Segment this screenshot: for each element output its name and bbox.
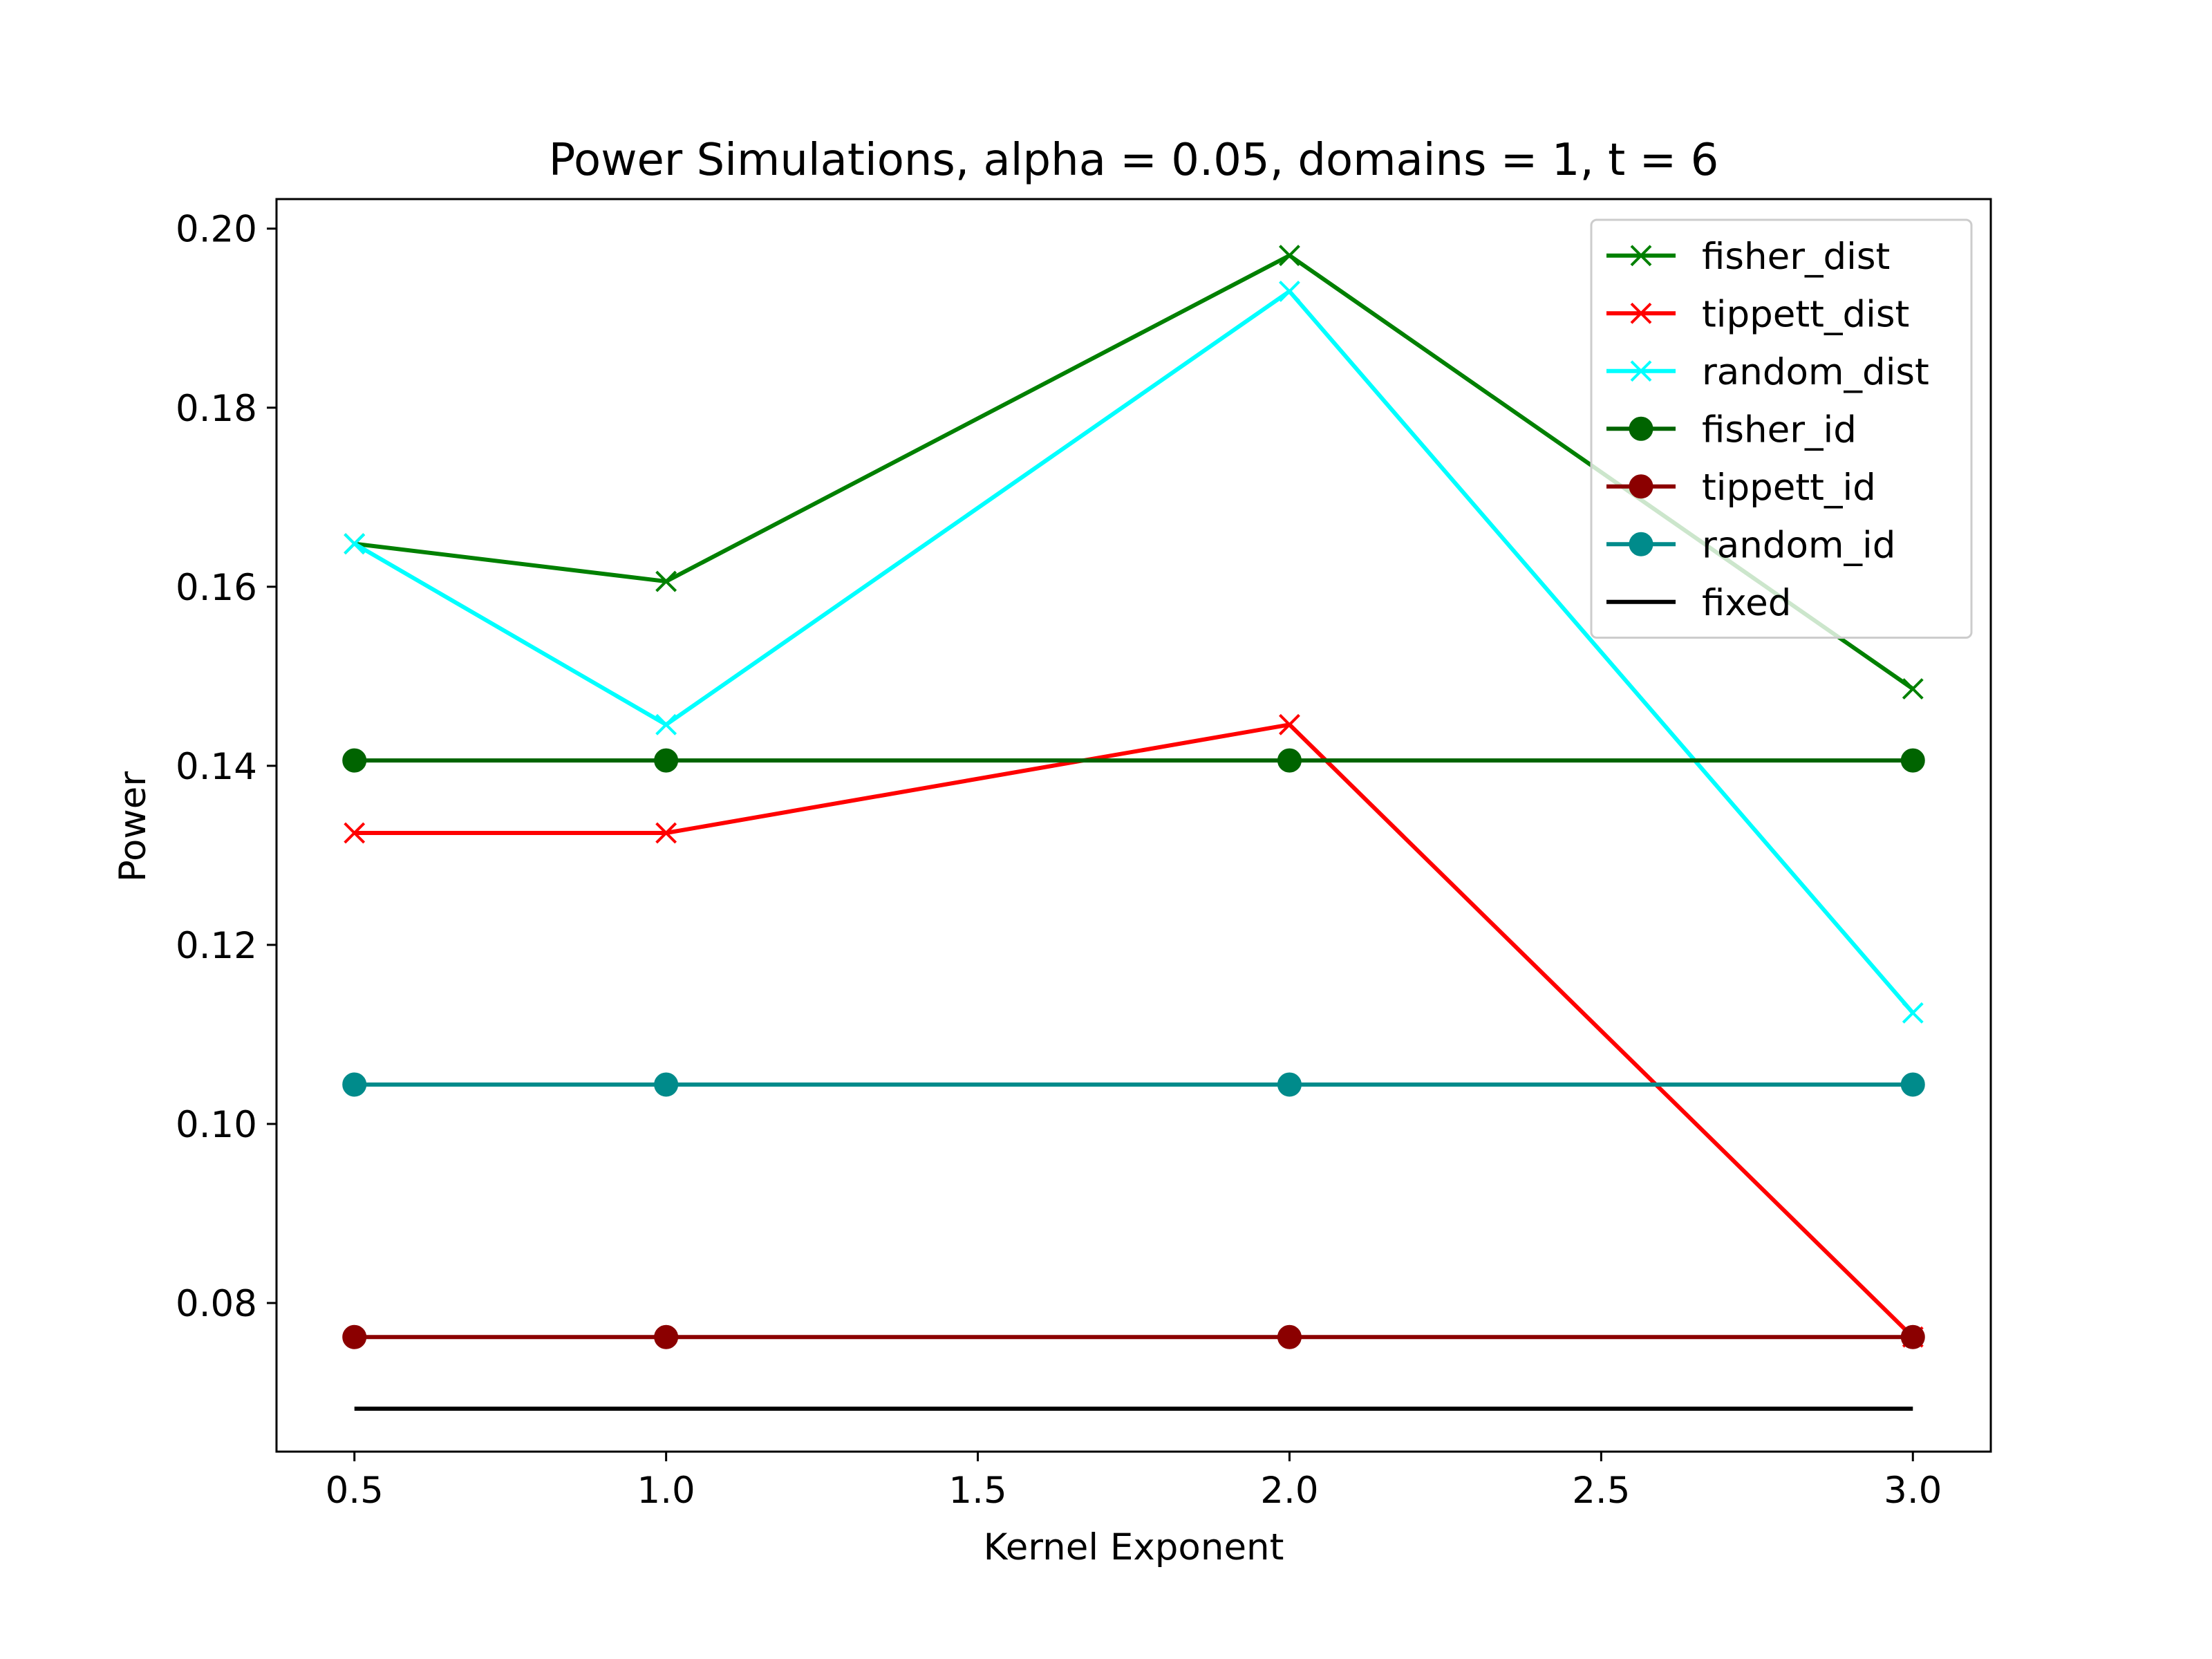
series-random_dist bbox=[344, 280, 1924, 1024]
legend-label: random_dist bbox=[1702, 351, 1929, 393]
legend: fisher_dist tippett_dist random_distfisher… bbox=[1590, 218, 1973, 639]
legend-entry-random_id: random_id bbox=[1606, 524, 1895, 566]
legend-entry-fixed: fixed bbox=[1606, 582, 1791, 624]
y-tick-label: 0.16 bbox=[176, 567, 257, 609]
fisher_dist-point bbox=[1279, 245, 1300, 267]
y-tick-label: 0.10 bbox=[176, 1104, 257, 1146]
tippett_dist-point bbox=[344, 822, 366, 844]
y-tick-label: 0.14 bbox=[176, 746, 257, 788]
legend-label: tippett_dist bbox=[1702, 293, 1909, 335]
random_id-point bbox=[1900, 1072, 1925, 1097]
legend-entry-tippett_dist: tippett_dist bbox=[1606, 293, 1909, 335]
fisher_id-point bbox=[654, 748, 679, 773]
fisher_id-point bbox=[342, 748, 367, 773]
legend-box bbox=[1590, 218, 1973, 639]
legend-entry-fisher_dist: fisher_dist bbox=[1606, 236, 1890, 278]
tippett_id-point bbox=[654, 1324, 679, 1349]
x-tick-label: 1.5 bbox=[948, 1470, 1006, 1512]
legend-label: random_id bbox=[1702, 524, 1895, 566]
x-tick-label: 0.5 bbox=[326, 1470, 384, 1512]
legend-entry-tippett_id: tippett_id bbox=[1606, 467, 1876, 509]
legend-tippett_dist-point bbox=[1630, 302, 1652, 324]
legend-label: fisher_id bbox=[1702, 409, 1857, 451]
x-tick-label: 2.5 bbox=[1572, 1470, 1630, 1512]
random_id-point bbox=[342, 1072, 367, 1097]
series-fisher_id bbox=[342, 748, 1925, 773]
y-tick-label: 0.18 bbox=[176, 388, 257, 430]
random_id-point bbox=[654, 1072, 679, 1097]
fisher_id-point bbox=[1277, 748, 1302, 773]
legend-label: fixed bbox=[1702, 582, 1791, 624]
fisher_dist-point bbox=[655, 570, 677, 592]
random_dist-line bbox=[353, 289, 1915, 1015]
chart-title: Power Simulations, alpha = 0.05, domains… bbox=[549, 135, 1719, 186]
plot-area bbox=[342, 245, 1925, 1411]
legend-entry-random_dist: random_dist bbox=[1606, 351, 1929, 393]
random_dist-point bbox=[1279, 280, 1300, 302]
y-axis-label: Power bbox=[112, 771, 154, 882]
legend-tippett_id-point bbox=[1629, 474, 1653, 499]
y-tick-label: 0.12 bbox=[176, 925, 257, 967]
tippett_id-point bbox=[1900, 1324, 1925, 1349]
legend-random_id-point bbox=[1629, 532, 1653, 556]
fisher_dist-point bbox=[1902, 678, 1924, 700]
tippett_dist-point bbox=[655, 822, 677, 844]
legend-fisher_id-point bbox=[1629, 416, 1653, 441]
legend-random_dist-point bbox=[1630, 360, 1652, 382]
tippett_id-point bbox=[1277, 1324, 1302, 1349]
y-tick-label: 0.20 bbox=[176, 209, 257, 251]
random_dist-point bbox=[344, 533, 366, 555]
fisher_id-point bbox=[1900, 748, 1925, 773]
x-tick-label: 1.0 bbox=[637, 1470, 695, 1512]
x-tick-label: 3.0 bbox=[1884, 1470, 1942, 1512]
random_id-point bbox=[1277, 1072, 1302, 1097]
x-axis-label: Kernel Exponent bbox=[984, 1526, 1284, 1568]
tippett_dist-line bbox=[354, 722, 1915, 1339]
random_dist-point bbox=[1902, 1002, 1924, 1024]
axis-ticks: 0.5 1.0 1.5 2.0 2.5 3.0 0.08 0.10 0.12 0.14 0.16 0.… bbox=[176, 209, 1942, 1512]
legend-label: tippett_id bbox=[1702, 467, 1876, 509]
axes-frame bbox=[275, 198, 1992, 1453]
series-tippett_id bbox=[342, 1324, 1925, 1349]
random_dist-point bbox=[655, 713, 677, 735]
tippett_id-point bbox=[342, 1324, 367, 1349]
legend-entry-fisher_id: fisher_id bbox=[1606, 409, 1857, 451]
series-random_id bbox=[342, 1072, 1925, 1097]
tippett_dist-point bbox=[1279, 713, 1300, 735]
legend-label: fisher_dist bbox=[1702, 236, 1890, 278]
y-tick-label: 0.08 bbox=[176, 1283, 257, 1325]
x-tick-label: 2.0 bbox=[1260, 1470, 1318, 1512]
legend-fisher_dist-point bbox=[1630, 245, 1652, 267]
